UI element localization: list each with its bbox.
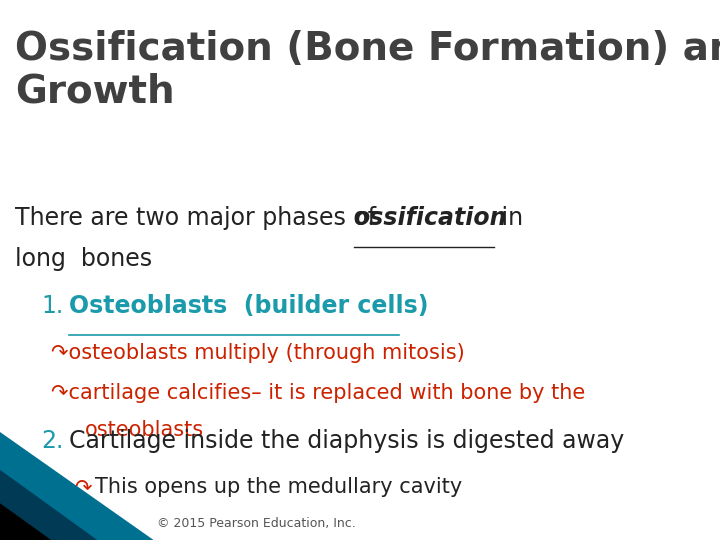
Text: ↷: ↷ xyxy=(74,477,91,497)
Text: Ossification (Bone Formation) and
Growth: Ossification (Bone Formation) and Growth xyxy=(15,30,720,110)
Text: © 2015 Pearson Education, Inc.: © 2015 Pearson Education, Inc. xyxy=(156,517,355,530)
Text: in: in xyxy=(495,206,523,230)
Text: long  bones: long bones xyxy=(15,247,153,271)
Text: 2.: 2. xyxy=(41,429,63,453)
Text: Cartilage inside the diaphysis is digested away: Cartilage inside the diaphysis is digest… xyxy=(69,429,624,453)
Text: osteoblasts: osteoblasts xyxy=(84,420,204,440)
Polygon shape xyxy=(0,470,97,540)
Polygon shape xyxy=(0,432,153,540)
Text: 1.: 1. xyxy=(41,294,63,318)
Text: Osteoblasts  (builder cells): Osteoblasts (builder cells) xyxy=(69,294,428,318)
Text: ↷osteoblasts multiply (through mitosis): ↷osteoblasts multiply (through mitosis) xyxy=(51,343,465,363)
Text: There are two major phases of: There are two major phases of xyxy=(15,206,384,230)
Polygon shape xyxy=(0,503,51,540)
Text: This opens up the medullary cavity: This opens up the medullary cavity xyxy=(95,477,462,497)
Text: ossification: ossification xyxy=(354,206,507,230)
Text: ↷cartilage calcifies– it is replaced with bone by the: ↷cartilage calcifies– it is replaced wit… xyxy=(51,383,585,403)
